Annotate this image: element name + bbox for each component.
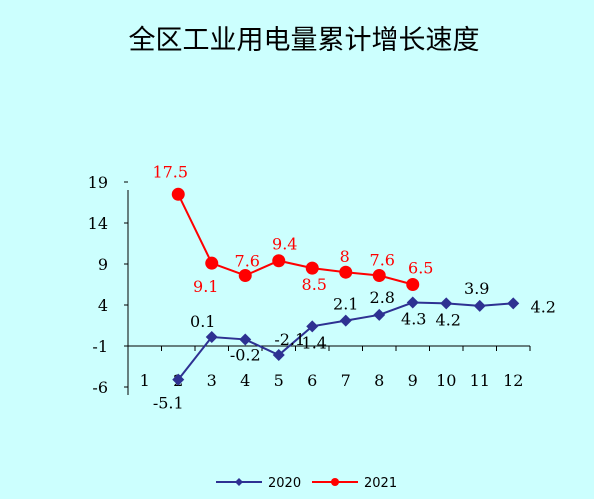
data-point-2021: [372, 268, 386, 282]
data-label-2021: 6.5: [408, 259, 433, 278]
data-label-2021: 9.1: [193, 277, 218, 296]
legend: 2020 2021: [216, 476, 397, 491]
data-point-2020: [406, 296, 419, 309]
data-label-2020: 1.4: [302, 333, 327, 352]
data-label-2021: 8: [340, 247, 350, 266]
x-tick-label: 12: [503, 371, 523, 390]
data-point-2020: [373, 308, 386, 321]
data-point-2020: [306, 320, 319, 333]
data-point-2021: [406, 278, 420, 291]
x-tick-label: 1: [140, 371, 150, 390]
data-point-2020: [205, 330, 218, 343]
data-label-2020: 0.1: [190, 312, 215, 331]
data-point-2020: [339, 314, 352, 327]
data-point-2021: [205, 256, 219, 270]
data-label-2021: 7.6: [370, 250, 395, 269]
y-tick-label: 4: [98, 296, 108, 315]
data-label-2020: 4.3: [401, 310, 426, 329]
legend-label-2021: 2021: [364, 476, 397, 491]
data-label-2020: -5.1: [153, 394, 184, 413]
chart-title: 全区工业用电量累计增长速度: [129, 25, 480, 56]
data-point-2020: [507, 297, 520, 310]
data-point-2020: [473, 299, 486, 312]
data-label-2020: -0.2: [230, 345, 261, 364]
legend-marker-2021: [331, 478, 339, 486]
data-label-2020: 2.8: [370, 288, 395, 307]
data-point-2020: [172, 373, 185, 386]
series-line-2020: [177, 301, 514, 381]
data-label-2021: 17.5: [152, 162, 188, 181]
x-tick-label: 11: [470, 371, 490, 390]
y-tick-label: 14: [88, 214, 108, 233]
x-tick-label: 5: [274, 371, 284, 390]
x-tick-label: 8: [374, 371, 384, 390]
data-label-2021: 7.6: [235, 251, 260, 270]
y-tick-label: 19: [88, 173, 108, 192]
data-point-2021: [305, 261, 319, 275]
y-tick-label: -1: [92, 337, 108, 356]
legend-marker-2020: [235, 478, 243, 486]
data-label-2021: 8.5: [302, 275, 327, 294]
data-label-2020: 4.2: [531, 297, 556, 316]
data-point-2021: [238, 268, 252, 282]
data-point-2021: [272, 254, 286, 268]
data-point-2020: [239, 333, 252, 346]
y-tick-label: 9: [98, 255, 108, 274]
data-point-2021: [171, 187, 185, 201]
data-point-2021: [339, 265, 353, 279]
data-point-2020: [440, 297, 453, 310]
x-tick-label: 4: [240, 371, 250, 390]
data-point-2020: [272, 349, 285, 362]
data-label-2020: 2.1: [333, 295, 358, 314]
x-tick-label: 10: [436, 371, 456, 390]
x-tick-label: 7: [341, 371, 351, 390]
x-tick-label: 6: [307, 371, 317, 390]
data-label-2020: 3.9: [464, 279, 489, 298]
legend-label-2020: 2020: [268, 476, 301, 491]
data-label-2020: -2.1: [274, 330, 305, 349]
y-tick-label: -6: [92, 378, 108, 397]
data-label-2021: 9.4: [272, 235, 297, 254]
x-tick-label: 3: [207, 371, 217, 390]
data-label-2020: 4.2: [436, 310, 461, 329]
x-tick-label: 9: [408, 371, 418, 390]
